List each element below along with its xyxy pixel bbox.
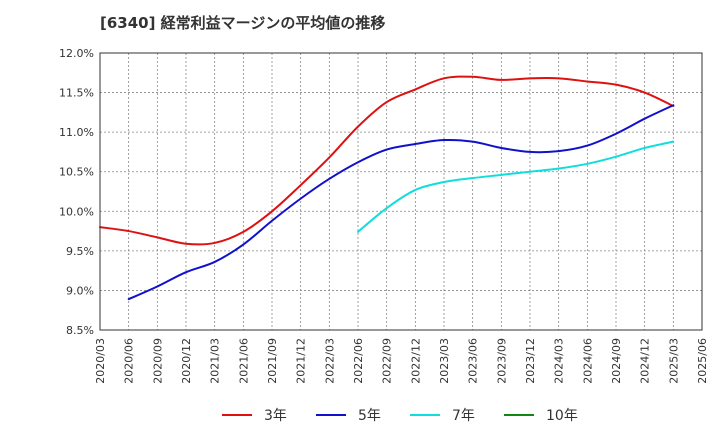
x-tick-label: 2025/03 [667, 338, 680, 384]
x-tick-label: 2023/12 [524, 338, 537, 384]
y-tick-label: 11.0% [59, 126, 94, 139]
legend-label-0: 3年 [264, 408, 287, 424]
x-tick-label: 2020/06 [123, 338, 136, 384]
x-tick-label: 2023/03 [438, 338, 451, 384]
x-tick-label: 2021/03 [209, 338, 222, 384]
y-tick-label: 12.0% [59, 47, 94, 60]
x-tick-label: 2023/09 [495, 338, 508, 384]
x-tick-label: 2022/03 [323, 338, 336, 384]
y-tick-label: 11.5% [59, 87, 94, 100]
x-tick-label: 2024/12 [639, 338, 652, 384]
y-tick-label: 10.0% [59, 205, 94, 218]
x-tick-label: 2020/09 [151, 338, 164, 384]
legend-label-2: 7年 [452, 408, 475, 424]
axis-labels: 2020/03 2020/06 2020/09 2020/12 2021/03 2021/… [59, 47, 709, 384]
series-line-0 [99, 75, 675, 246]
y-tick-label: 9.0% [66, 284, 94, 297]
x-tick-label: 2020/03 [94, 338, 107, 384]
x-tick-label: 2022/09 [381, 338, 394, 384]
plot-frame [99, 52, 703, 331]
x-tick-label: 2021/06 [237, 338, 250, 384]
y-tick-label: 8.5% [66, 324, 94, 337]
x-tick-label: 2024/09 [610, 338, 623, 384]
x-tick-label: 2022/06 [352, 338, 365, 384]
x-tick-label: 2021/09 [266, 338, 279, 384]
series-line-1 [127, 104, 675, 301]
x-tick-label: 2020/12 [180, 338, 193, 384]
legend-label-1: 5年 [358, 408, 381, 424]
series-line-2 [357, 140, 675, 233]
x-tick-label: 2024/06 [581, 338, 594, 384]
x-tick-label: 2021/12 [295, 338, 308, 384]
x-tick-label: 2025/06 [696, 338, 709, 384]
series-lines [99, 75, 675, 301]
y-tick-label: 9.5% [66, 245, 94, 258]
legend: 3年 5年 7年 10年 [222, 408, 578, 424]
x-tick-label: 2023/06 [467, 338, 480, 384]
y-tick-label: 10.5% [59, 166, 94, 179]
legend-label-3: 10年 [546, 408, 578, 424]
x-tick-label: 2024/03 [553, 338, 566, 384]
x-tick-label: 2022/12 [409, 338, 422, 384]
chart-title: [6340] 経常利益マージンの平均値の推移 [100, 14, 386, 32]
